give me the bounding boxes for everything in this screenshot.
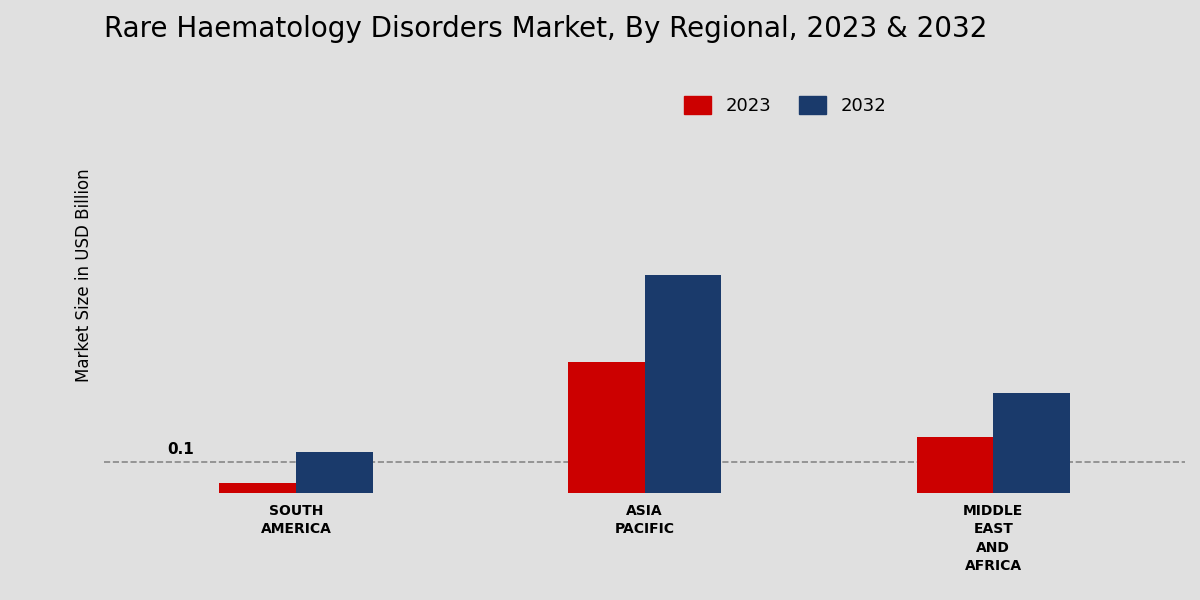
Bar [644, 275, 721, 493]
Bar [296, 452, 372, 493]
Bar [220, 484, 296, 493]
Bar [568, 362, 644, 493]
Bar [994, 393, 1070, 493]
Text: Rare Haematology Disorders Market, By Regional, 2023 & 2032: Rare Haematology Disorders Market, By Re… [104, 15, 988, 43]
Text: 0.1: 0.1 [168, 442, 194, 457]
Y-axis label: Market Size in USD Billion: Market Size in USD Billion [74, 169, 94, 382]
Legend: 2023, 2032: 2023, 2032 [677, 89, 893, 122]
Bar [917, 437, 994, 493]
